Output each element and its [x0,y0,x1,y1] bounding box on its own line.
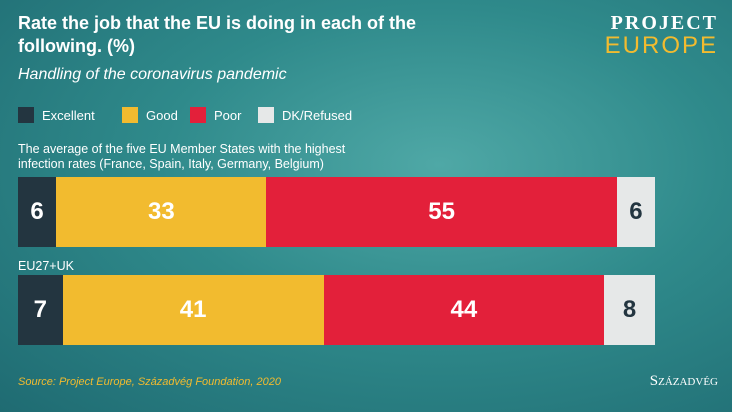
bar: 7 [18,275,63,345]
legend-swatch [258,107,274,123]
value-label: 55 [428,198,455,225]
value-label: 7 [33,296,47,323]
value-label: 44 [450,296,478,323]
value-label: 8 [622,296,637,323]
chart-subtitle: Handling of the coronavirus pandemic [18,66,287,83]
legend-label: Poor [214,108,242,123]
value-label: 41 [179,296,207,323]
value-label: 6 [629,198,643,225]
legend-label: DK/Refused [282,108,353,123]
logo: PROJECT [610,12,718,34]
logo: EUROPE [604,32,718,59]
legend-swatch [18,107,34,123]
bar: 41 [62,275,324,345]
legend-label: Good [146,108,178,123]
chart-title: Rate the job that the EU is doing in eac… [18,13,417,56]
value-label: 33 [147,198,175,225]
bar: 44 [323,275,605,345]
legend-swatch [190,107,206,123]
bar: 33 [56,177,267,247]
category-label: The average of the five EU Member States… [18,142,346,171]
bar: 6 [616,177,655,247]
value-label: 6 [30,198,44,225]
bar: 55 [266,177,617,247]
legend-label: Excellent [42,108,95,123]
legend-swatch [122,107,138,123]
source: Source: Project Europe, Századvég Founda… [18,376,281,388]
bar: 6 [18,177,57,247]
bar: 8 [604,275,655,345]
footer-logo: Századvég [649,373,718,389]
category-label: EU27+UK [18,259,74,273]
